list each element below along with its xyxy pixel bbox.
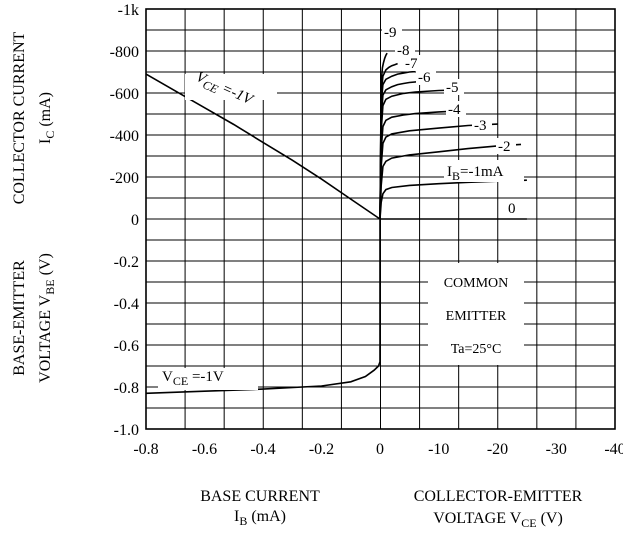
x-tick-label-left: -0.8: [133, 441, 158, 458]
curve-label-ib2: -2: [498, 139, 511, 155]
x-tick-label-right: -40: [604, 441, 623, 458]
x-tick-label-right: -30: [546, 441, 567, 458]
label-background: [444, 160, 524, 182]
label-background: [472, 117, 492, 133]
y-tick-label-lower: -0.8: [114, 380, 139, 397]
labels: -1k-800-600-400-2000-0.2-0.4-0.6-0.8-1.0…: [11, 2, 623, 530]
annotation-box: [428, 263, 524, 365]
curve-label-ib0: 0: [508, 201, 516, 217]
curve-label-vce-lower: VCE =-1V: [162, 369, 224, 388]
x-tick-label-left: -0.6: [192, 441, 217, 458]
x-tick-label-right: -20: [487, 441, 508, 458]
curve-label-ib8: -8: [397, 43, 410, 59]
y-tick-label-lower: -0.2: [114, 254, 139, 271]
y-tick-label-upper: -400: [110, 128, 139, 145]
label-background: [446, 101, 466, 117]
y-tick-label-upper: -600: [110, 86, 139, 103]
x-axis-title-left-line1: BASE CURRENT: [200, 488, 320, 505]
curve-ib-1mA: [379, 179, 527, 220]
annotation-common: COMMON: [444, 276, 509, 291]
curve-label-ib3: -3: [474, 118, 487, 134]
curve-label-ib7: -7: [405, 56, 418, 72]
y-axis-title-lower-line2: VOLTAGE VBE (V): [37, 253, 57, 383]
x-tick-label-left: -0.2: [309, 441, 334, 458]
label-background: [496, 138, 516, 154]
y-tick-label-upper: 0: [131, 212, 139, 229]
x-axis-title-right-line2: VOLTAGE VCE (V): [433, 510, 563, 530]
y-axis-title-lower-line1: BASE-EMITTER: [11, 260, 28, 376]
label-background: [416, 69, 436, 85]
y-tick-label-upper: -800: [110, 44, 139, 61]
curve-ib-9: [379, 52, 388, 220]
label-background: [395, 42, 415, 58]
y-axis-title-upper-line2: IC (mA): [37, 92, 57, 144]
y-tick-label-lower: -0.4: [114, 296, 139, 313]
annotation-emitter: EMITTER: [446, 309, 507, 324]
curve-ib-7: [379, 70, 416, 220]
label-background: [444, 79, 464, 95]
x-axis-title-right-line1: COLLECTOR-EMITTER: [414, 488, 583, 505]
curve-label-ib6: -6: [418, 70, 431, 86]
curve-label-ib9: -9: [384, 25, 397, 41]
curve-ib-2: [379, 143, 522, 220]
label-background: [403, 55, 423, 71]
label-background: [382, 24, 402, 40]
y-axis-title-upper-line1: COLLECTOR CURRENT: [11, 31, 28, 204]
y-tick-label-upper: -1k: [118, 2, 139, 19]
plot-frame: [145, 8, 616, 430]
x-tick-label-right: -10: [428, 441, 449, 458]
curve-label-ib-1mA: IB=-1mA: [447, 164, 504, 183]
label-background: [185, 74, 277, 100]
curve-label-ib5: -5: [446, 80, 459, 96]
x-tick-label-left: 0: [376, 441, 384, 458]
annotation-temperature: Ta=25°C: [451, 342, 502, 357]
curve-label-ib4: -4: [448, 102, 461, 118]
y-tick-label-lower: -0.6: [114, 338, 139, 355]
label-background: [506, 200, 518, 216]
y-tick-label-lower: -1.0: [114, 422, 139, 439]
label-background: [158, 368, 258, 390]
y-tick-label-upper: -200: [110, 170, 139, 187]
x-tick-label-left: -0.4: [250, 441, 275, 458]
x-axis-title-left-line2: IB (mA): [234, 508, 286, 528]
